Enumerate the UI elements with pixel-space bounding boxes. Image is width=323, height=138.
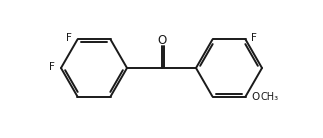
Text: O: O <box>252 92 260 102</box>
Text: CH₃: CH₃ <box>261 92 279 102</box>
Text: F: F <box>252 33 257 43</box>
Text: O: O <box>157 34 166 47</box>
Text: F: F <box>49 62 55 72</box>
Text: F: F <box>66 33 71 43</box>
